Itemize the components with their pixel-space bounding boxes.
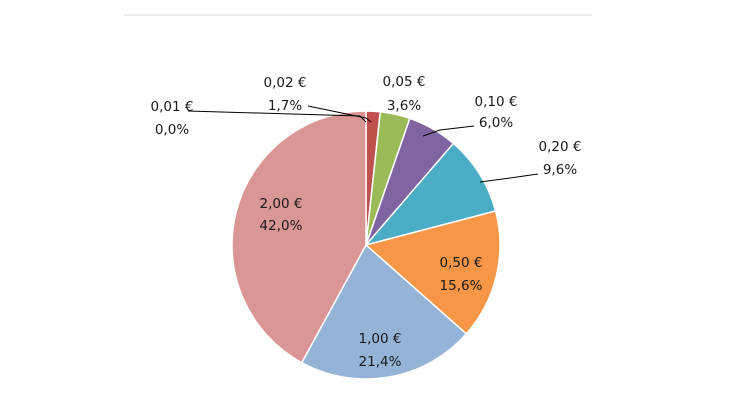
slice-category-label-0-05-eur: 0,05 €	[383, 74, 426, 90]
slice-category-label-0-01-eur: 0,01 €	[151, 99, 194, 115]
slice-category-label-0-50-eur: 0,50 €	[440, 255, 483, 271]
slice-category-label-2-00-eur: 2,00 €	[260, 196, 303, 212]
data-labels: 0,01 € 0,0% 0,02 € 1,7% 0,05 € 3,6% 0,10 € 6,0%…	[151, 74, 582, 370]
slice-percent-label-1-00-eur: 21,4%	[359, 354, 402, 370]
leader-line-0-01-eur	[187, 110, 367, 123]
leader-lines	[187, 105, 539, 183]
slice-category-label-0-20-eur: 0,20 €	[539, 139, 582, 155]
pie-slice-0-50-eur	[365, 210, 501, 335]
slice-percent-label-0-20-eur: 9,6%	[543, 162, 577, 178]
slice-percent-label-0-01-eur: 0,0%	[155, 122, 189, 138]
pie-slice-1-00-eur	[301, 244, 468, 380]
pie-slice-0-20-eur	[365, 142, 497, 246]
slice-percent-label-0-02-eur: 1,7%	[268, 98, 302, 114]
leader-line-0-20-eur	[479, 173, 539, 183]
slice-percent-label-0-10-eur: 6,0%	[479, 115, 513, 131]
leader-line-0-10-eur	[422, 125, 475, 137]
slice-category-label-1-00-eur: 1,00 €	[359, 331, 402, 347]
slice-category-label-0-10-eur: 0,10 €	[475, 94, 518, 110]
pie-slice-2-00-eur	[231, 110, 367, 364]
slice-percent-label-2-00-eur: 42,0%	[260, 218, 303, 234]
leader-line-0-02-eur	[307, 105, 372, 123]
slice-category-label-0-02-eur: 0,02 €	[264, 75, 307, 91]
slice-percent-label-0-05-eur: 3,6%	[387, 98, 421, 114]
pie-slices	[231, 110, 501, 380]
slice-percent-label-0-50-eur: 15,6%	[440, 278, 483, 294]
